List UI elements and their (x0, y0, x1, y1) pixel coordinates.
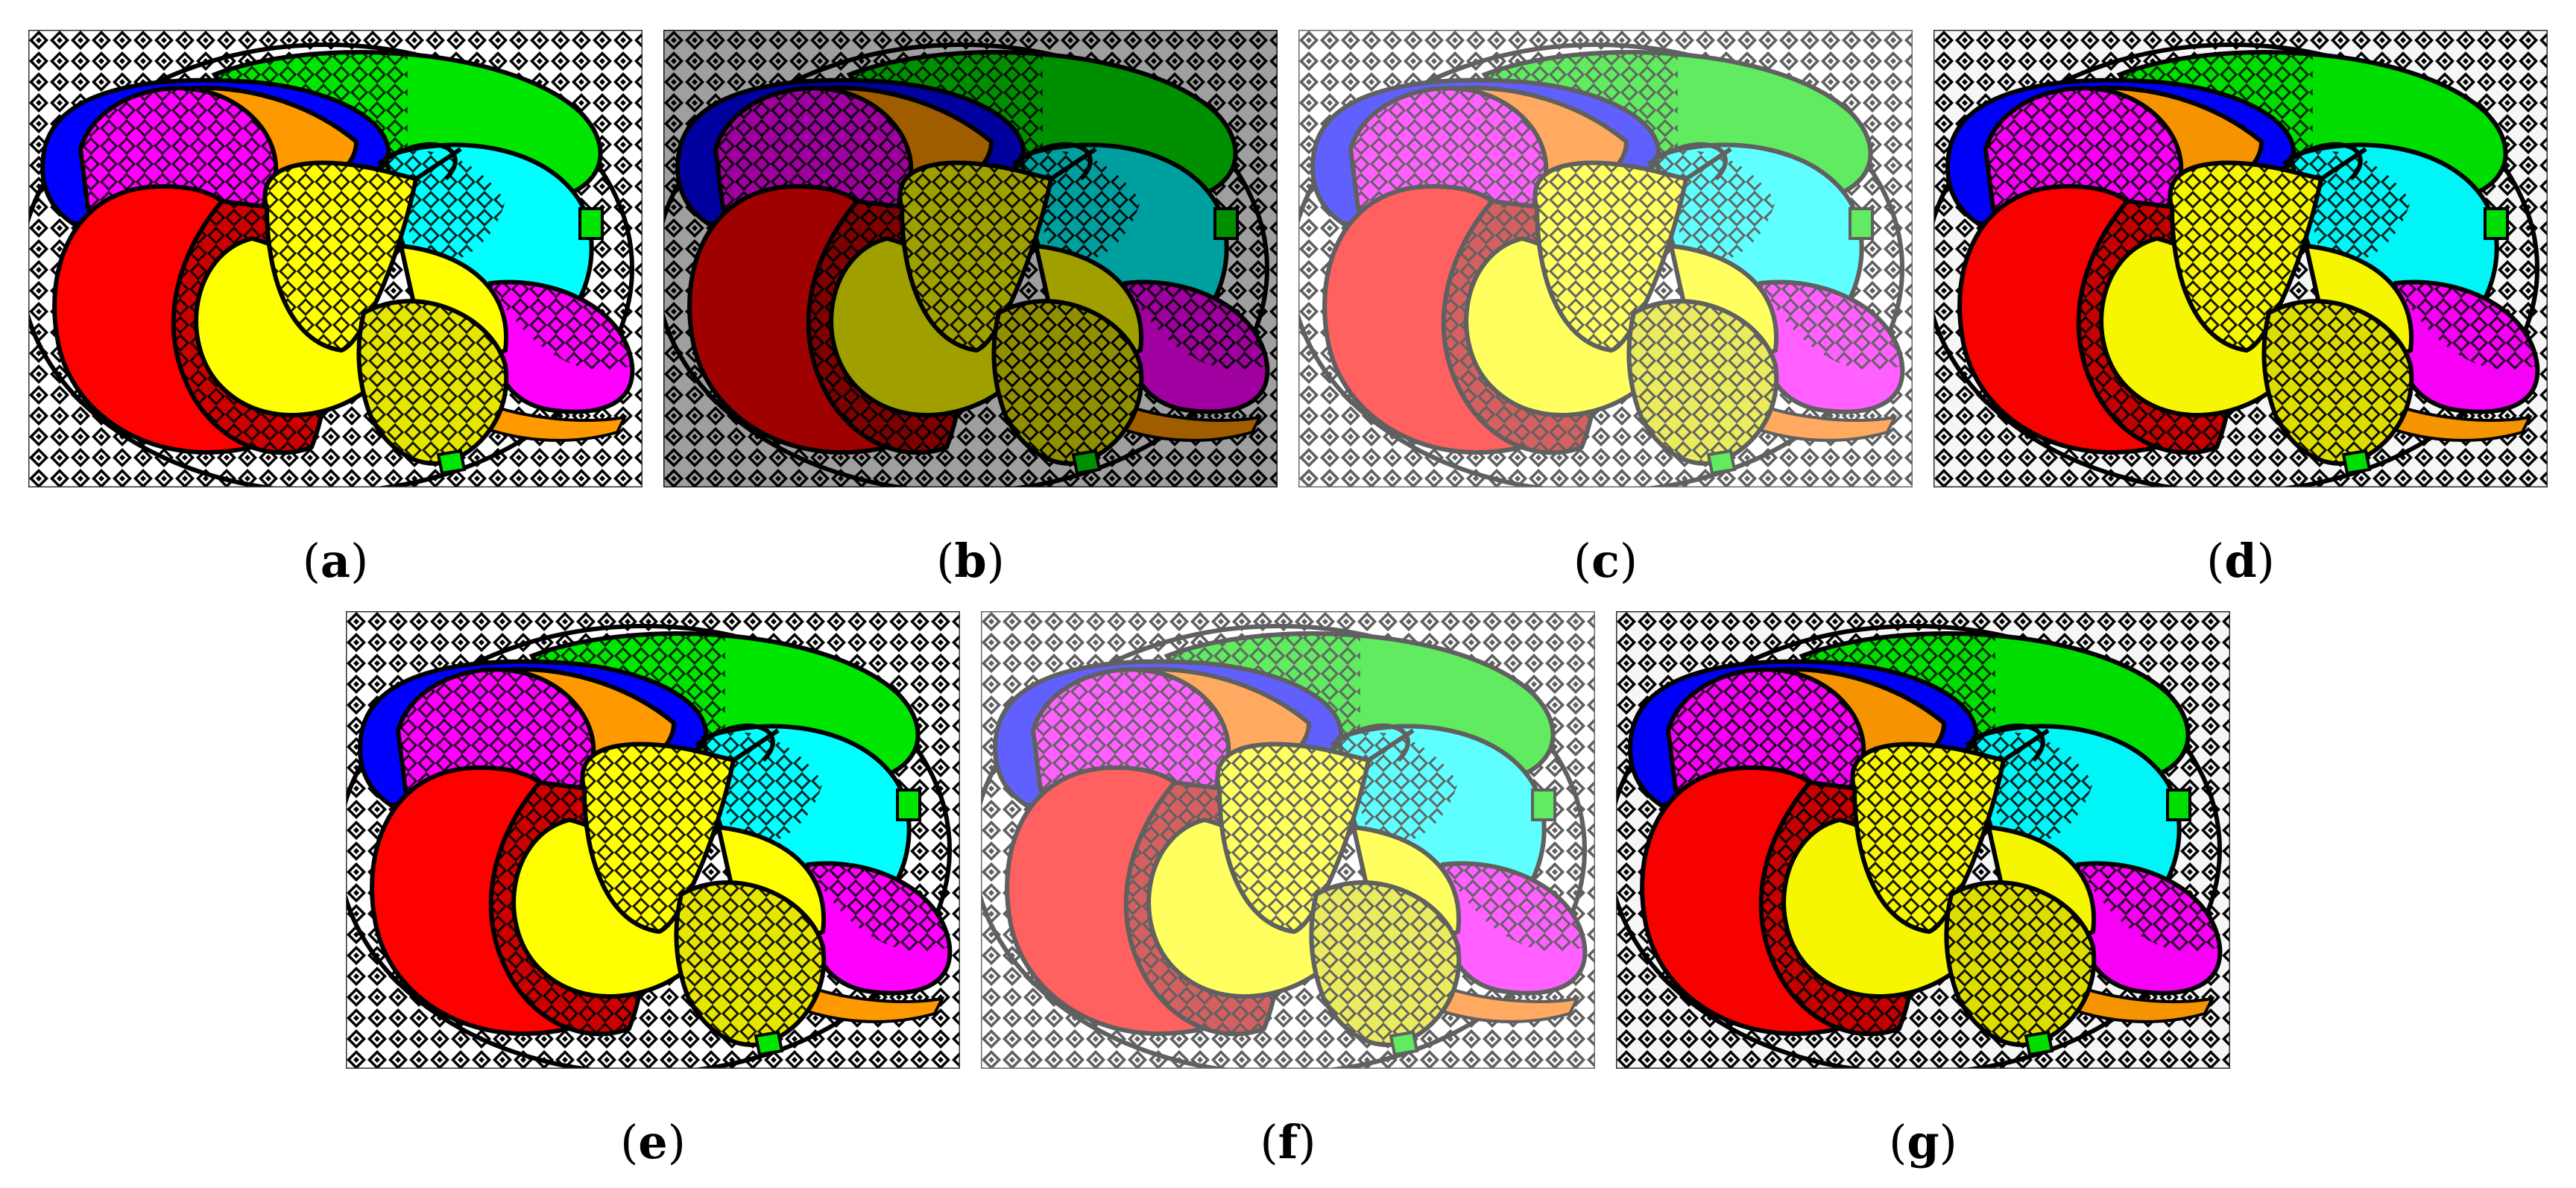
caption-a: (a) (302, 534, 369, 588)
panel-a-image (28, 30, 643, 487)
caption-c: (c) (1573, 534, 1638, 588)
panel-e-image (346, 611, 960, 1069)
caption-c-letter: c (1591, 534, 1620, 588)
panel-c-image (1298, 30, 1913, 487)
caption-a-letter: a (320, 534, 351, 588)
caption-b: (b) (936, 534, 1005, 588)
panel-g (1616, 611, 2230, 1069)
panel-f (981, 611, 1595, 1069)
panel-b-image (663, 30, 1278, 487)
caption-e: (e) (620, 1115, 686, 1169)
caption-e-letter: e (638, 1115, 668, 1169)
caption-g: (g) (1889, 1115, 1957, 1169)
panel-b (663, 30, 1278, 487)
panel-a (28, 30, 643, 487)
panel-e (346, 611, 960, 1069)
panel-g-image (1616, 611, 2230, 1069)
caption-f-letter: f (1278, 1115, 1298, 1169)
panel-c (1298, 30, 1913, 487)
panel-f-image (981, 611, 1595, 1069)
caption-b-letter: b (954, 534, 987, 588)
panel-d (1933, 30, 2548, 487)
caption-d: (d) (2206, 534, 2275, 588)
panel-d-image (1933, 30, 2548, 487)
caption-d-letter: d (2224, 534, 2257, 588)
caption-g-letter: g (1907, 1115, 1939, 1169)
caption-f: (f) (1260, 1115, 1316, 1169)
